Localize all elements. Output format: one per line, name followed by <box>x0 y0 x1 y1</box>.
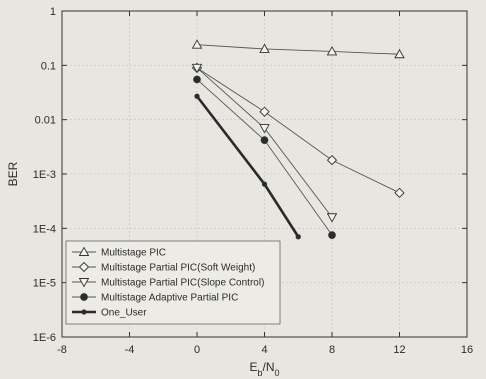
marker-triangle-up <box>394 48 405 59</box>
x-axis-title-main: E <box>249 360 257 374</box>
legend-item: Multistage Partial PIC(Soft Weight) <box>72 261 255 274</box>
marker-triangle-down <box>259 124 270 134</box>
y-tick-label: 0.01 <box>35 115 56 127</box>
axis-ticks: -8 -4 0 4 8 12 16 1 0.1 0.01 1E-3 1E-4 1E-5 1E-6 <box>33 6 473 356</box>
legend-item: Multistage PIC <box>72 246 166 259</box>
x-axis-title-sub2: 0 <box>275 368 280 378</box>
marker-circle <box>80 293 88 301</box>
marker-circle <box>193 75 201 84</box>
legend-label: Multistage Partial PIC(Soft Weight) <box>101 263 255 274</box>
x-tick-label: 12 <box>393 344 405 356</box>
y-axis-title: BER <box>6 161 20 186</box>
x-tick-label: 4 <box>261 344 267 356</box>
legend-label: Multistage PIC <box>101 248 166 259</box>
series-4 <box>193 75 336 239</box>
marker-triangle-down <box>78 278 90 288</box>
x-axis-title: Eb/N0 <box>249 360 279 378</box>
y-tick-label: 1 <box>50 6 56 18</box>
legend-item: Multistage Adaptive Partial PIC <box>72 293 238 304</box>
marker-diamond <box>394 187 405 198</box>
legend-item: One_User <box>72 308 147 319</box>
series-3 <box>191 63 338 223</box>
marker-triangle-up <box>259 43 270 53</box>
series-1 <box>191 39 405 59</box>
series-5 <box>194 93 301 240</box>
marker-diamond <box>259 106 270 117</box>
marker-triangle-up <box>326 46 338 56</box>
x-tick-label: -4 <box>125 344 135 356</box>
series-layer <box>191 39 405 240</box>
marker-circle <box>328 231 336 239</box>
x-axis-title-mid: /N <box>263 360 275 374</box>
marker-circle-small <box>81 309 87 315</box>
marker-circle-small <box>194 93 200 99</box>
marker-triangle-down <box>191 63 203 74</box>
series-line <box>196 67 400 194</box>
x-tick-label: 0 <box>194 344 200 356</box>
y-tick-label: 1E-6 <box>33 332 56 344</box>
y-tick-label: 1E-5 <box>33 278 56 290</box>
y-tick-label: 0.1 <box>41 60 56 72</box>
x-tick-label: -8 <box>57 344 67 356</box>
marker-circle-small <box>261 181 268 187</box>
legend-label: One_User <box>101 308 147 319</box>
legend: Multistage PIC Multistage Partial PIC(Sof… <box>65 240 281 325</box>
y-tick-label: 1E-4 <box>33 223 56 235</box>
legend-item: Multistage Partial PIC(Slope Control) <box>72 278 264 289</box>
legend-box <box>65 240 281 325</box>
series-line <box>196 44 400 55</box>
x-tick-label: 16 <box>461 344 473 356</box>
x-tick-label: 8 <box>329 344 335 356</box>
marker-triangle-up <box>78 246 90 256</box>
legend-label: Multistage Partial PIC(Slope Control) <box>101 278 264 289</box>
y-tick-label: 1E-3 <box>33 169 56 181</box>
marker-circle <box>260 136 269 144</box>
marker-triangle-up <box>191 39 203 49</box>
legend-label: Multistage Adaptive Partial PIC <box>101 293 238 304</box>
marker-circle-small <box>295 234 301 240</box>
marker-diamond <box>78 261 90 273</box>
marker-diamond <box>326 154 338 166</box>
x-axis-title-sub1: b <box>257 368 262 378</box>
marker-triangle-down <box>326 213 338 223</box>
